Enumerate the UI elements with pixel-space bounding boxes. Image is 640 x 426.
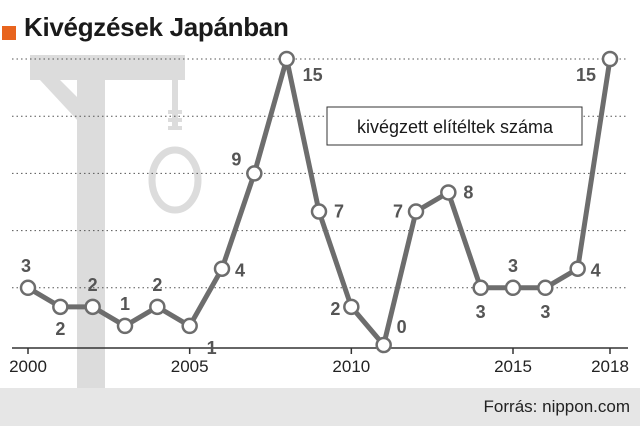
data-point [407,203,425,220]
data-point [504,279,522,297]
data-point [375,336,392,354]
x-tick-label: 2005 [171,357,209,376]
data-point [310,203,328,220]
data-label: 15 [576,65,596,85]
data-point [181,317,198,335]
noose-icon [148,80,202,214]
data-point [343,298,360,316]
data-point [472,279,489,297]
data-label: 3 [540,302,550,322]
data-label: 0 [397,317,407,337]
title-bar: Kivégzések Japánban [0,0,640,46]
legend-box [326,106,583,146]
source-credit: Forrás: nippon.com [483,397,630,416]
series-line [26,56,613,348]
data-label: 8 [463,182,473,202]
data-points [19,50,619,354]
data-point [149,298,166,316]
execution-line-chart: 2000 2005 2010 2015 2018 3 2 2 1 2 1 4 9 15 7 2 0 7 8 3 3 3 4… [9,50,629,388]
data-point [278,50,295,68]
gallows-brace [40,80,105,150]
data-label: 7 [393,202,403,222]
chart-title: Kivégzések Japánban [24,12,289,42]
data-label: 1 [120,294,130,314]
data-point [440,184,457,201]
series-line-path [26,56,613,348]
data-point [569,260,586,277]
x-tick-label: 2010 [332,357,370,376]
data-label: 2 [152,275,162,295]
data-label: 2 [330,299,340,319]
data-point [601,50,619,68]
x-axis: 2000 2005 2010 2015 2018 [9,347,629,376]
data-point [246,165,263,182]
x-tick-label: 2000 [9,357,47,376]
data-labels: 3 2 2 1 2 1 4 9 15 7 2 0 7 8 3 3 3 4 15 [21,65,601,358]
data-label: 9 [231,149,241,169]
data-label: 2 [55,319,65,339]
legend: kivégzett elítéltek száma [326,106,583,146]
data-label: 15 [303,65,323,85]
gallows-illustration [30,55,202,388]
footer: Forrás: nippon.com [0,388,640,426]
x-tick-label: 2015 [494,357,532,376]
data-point [52,298,69,316]
data-label: 7 [334,202,344,222]
data-point [19,279,37,297]
data-label: 3 [508,256,518,276]
data-label: 4 [235,261,245,281]
data-label: 1 [207,338,217,358]
x-tick-label: 2018 [591,357,629,376]
title-accent-marker [2,26,16,40]
data-label: 3 [476,302,486,322]
data-label: 3 [21,256,31,276]
data-point [116,317,134,335]
data-label: 2 [88,275,98,295]
legend-label: kivégzett elítéltek száma [357,117,554,137]
data-label: 4 [591,261,601,281]
data-point [213,260,231,277]
data-point [537,279,554,297]
data-point [84,298,101,316]
